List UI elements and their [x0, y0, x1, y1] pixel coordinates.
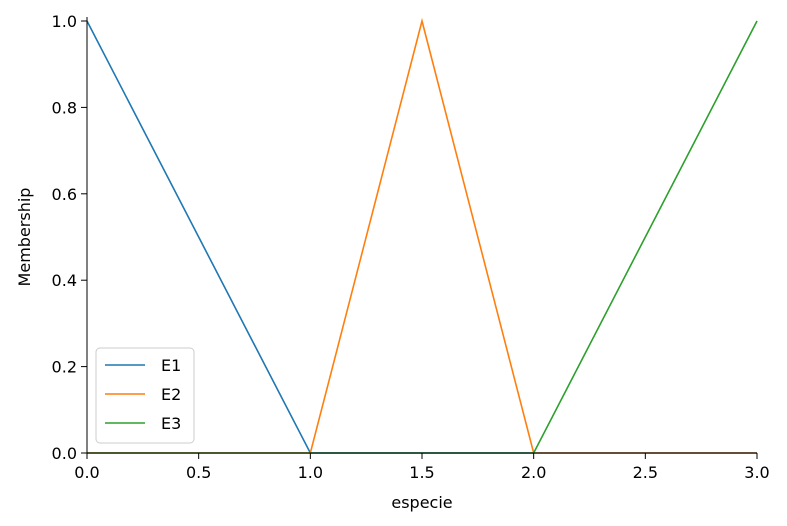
legend-label-e3: E3 [161, 414, 181, 433]
y-tick-label: 0.8 [52, 98, 77, 117]
y-tick-label: 0.0 [52, 444, 77, 463]
x-tick-label: 0.5 [186, 463, 211, 482]
x-ticks: 0.0 0.5 1.0 1.5 2.0 2.5 3.0 [74, 453, 770, 482]
legend-items: E1 E2 E3 [105, 356, 181, 433]
x-tick-label: 2.0 [521, 463, 546, 482]
x-tick-label: 3.0 [744, 463, 769, 482]
legend-frame [95, 347, 195, 444]
x-axis-label: especie [391, 493, 452, 512]
y-ticks: 0.0 0.2 0.4 0.6 0.8 1.0 [52, 12, 87, 463]
y-tick-label: 0.4 [52, 271, 77, 290]
legend: E1 E2 E3 [95, 347, 195, 444]
x-tick-label: 2.5 [633, 463, 658, 482]
x-tick-label: 1.5 [409, 463, 434, 482]
y-tick-label: 0.2 [52, 358, 77, 377]
legend-label-e2: E2 [161, 385, 181, 404]
legend-label-e1: E1 [161, 356, 181, 375]
y-tick-label: 1.0 [52, 12, 77, 31]
x-tick-label: 0.0 [74, 463, 99, 482]
y-axis-label: Membership [15, 188, 34, 287]
y-tick-label: 0.6 [52, 185, 77, 204]
x-tick-label: 1.0 [298, 463, 323, 482]
